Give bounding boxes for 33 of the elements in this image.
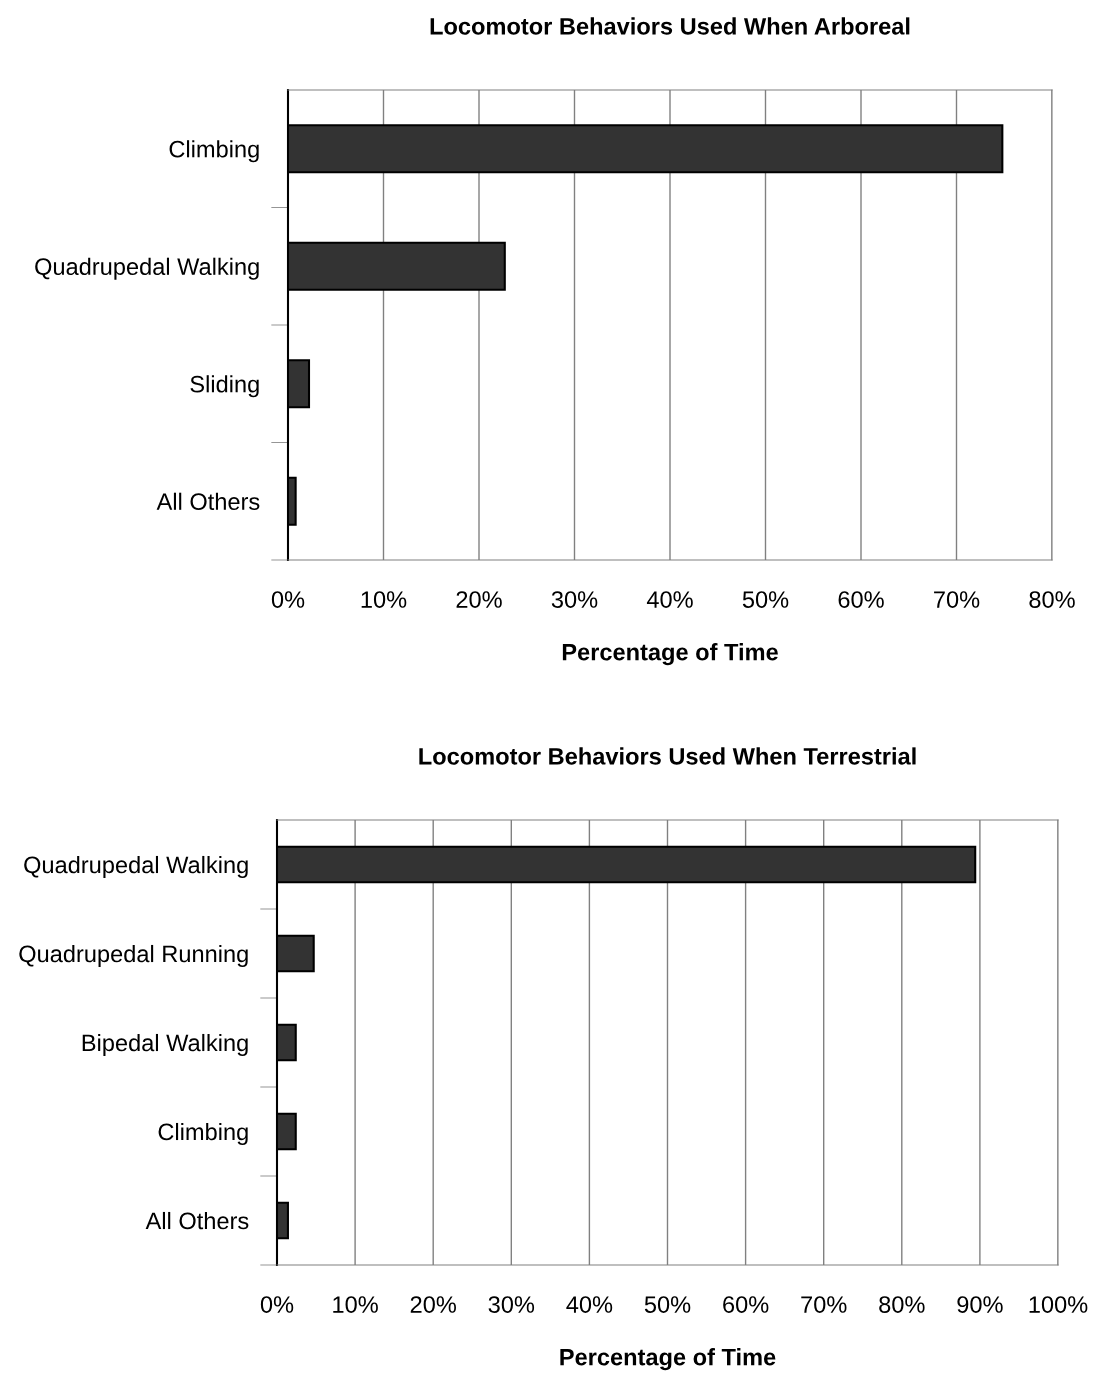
x-tick-label: 70% (801, 1296, 847, 1313)
x-tick-label: 80% (879, 1296, 925, 1313)
x-tick-label: 10% (361, 591, 407, 608)
x-axis-title: Percentage of Time (560, 1348, 776, 1371)
x-tick-label: 90% (957, 1296, 1003, 1313)
x-tick-label: 30% (488, 1296, 535, 1313)
y-tick-label: All Others (156, 492, 260, 511)
y-tick-label: All Others (145, 1211, 249, 1230)
x-tick-label: 60% (723, 1296, 769, 1313)
chart-title: Locomotor Behaviors Used When Arboreal (430, 17, 910, 35)
y-tick-label: Climbing (169, 140, 259, 163)
y-tick-label: Bipedal Walking (82, 1033, 248, 1056)
x-tick-label: 60% (838, 591, 884, 608)
y-tick-label: Climbing (158, 1122, 248, 1145)
chart-title: Locomotor Behaviors Used When Terrestrial (419, 747, 916, 765)
x-tick-label: 80% (1029, 591, 1075, 608)
x-axis-title: Percentage of Time (562, 643, 778, 666)
x-tick-label: 20% (410, 1296, 456, 1313)
y-tick-label: Quadrupedal Running (19, 944, 248, 967)
x-tick-label: 20% (456, 591, 502, 608)
x-tick-label: 70% (934, 591, 980, 608)
y-tick-label: Quadrupedal Walking (35, 257, 259, 280)
x-tick-label: 50% (644, 1296, 691, 1313)
x-tick-label: 40% (566, 1296, 613, 1313)
x-tick-label: 0% (260, 1296, 294, 1313)
y-tick-label: Quadrupedal Walking (24, 855, 248, 878)
y-tick-label: Sliding (190, 375, 259, 398)
x-tick-label: 30% (551, 591, 598, 608)
x-tick-label: 10% (333, 1296, 378, 1313)
x-tick-label: 50% (742, 591, 789, 608)
x-tick-label: 40% (646, 591, 693, 608)
x-tick-label: 100% (1029, 1296, 1088, 1313)
x-tick-label: 0% (271, 591, 305, 608)
